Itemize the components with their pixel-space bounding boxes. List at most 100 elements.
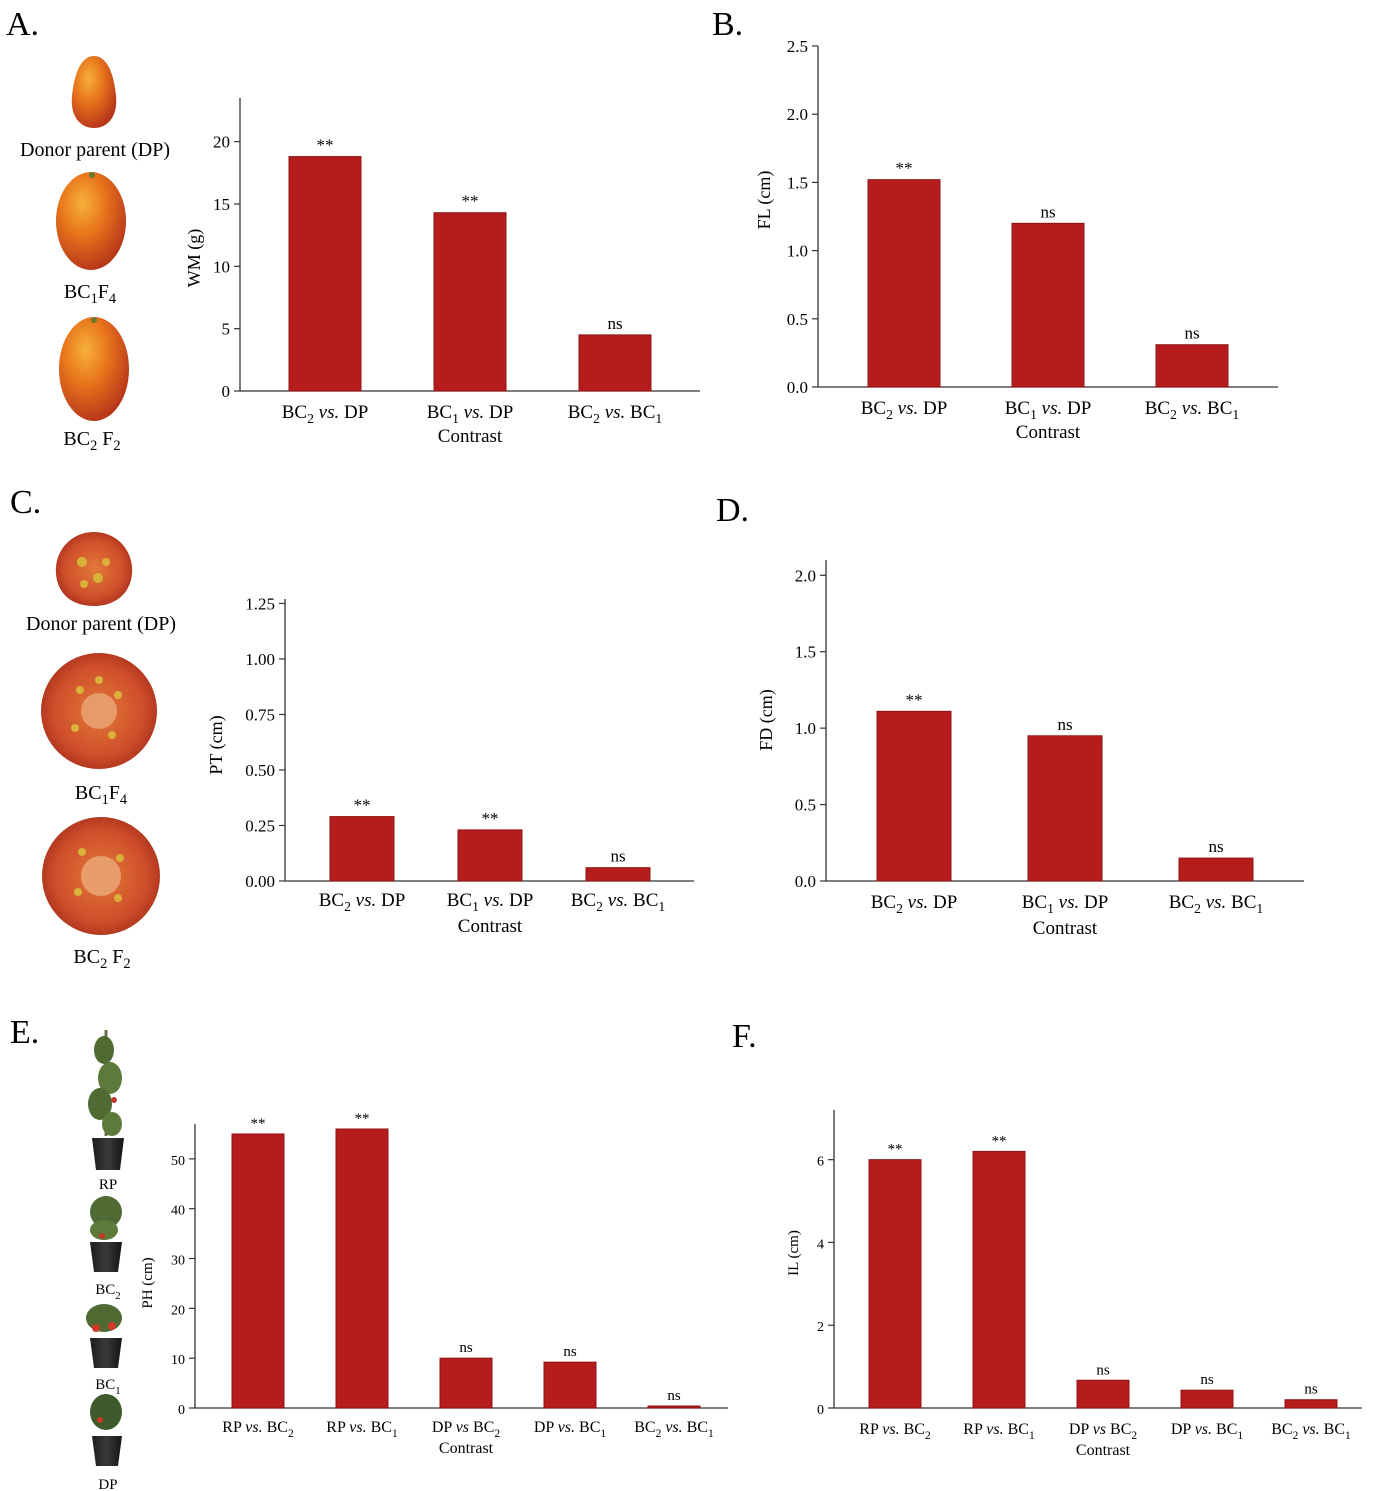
y-tick-label: 15 (213, 195, 230, 214)
bar (1155, 344, 1229, 388)
y-axis-title: WM (g) (184, 229, 205, 287)
y-tick-label: 1.5 (795, 643, 816, 662)
chart-f-il: 0 2 4 6 IL (cm) ** RP vs. BC2 ** RP vs. BC1 ns DP … (786, 1110, 1362, 1459)
y-tick-label: 0.00 (245, 872, 275, 891)
photo-label-a-dp: Donor parent (DP) (20, 139, 170, 161)
panel-label-f: F. (732, 1018, 757, 1055)
significance-label: ** (251, 1116, 266, 1132)
x-axis-title: Contrast (458, 916, 523, 937)
y-tick-label: 30 (171, 1254, 185, 1269)
panel-label-e: E. (10, 1014, 39, 1051)
significance-label: ns (607, 314, 622, 333)
x-tick-label: BC2 vs. DP (871, 892, 958, 916)
y-tick-label: 1.25 (245, 594, 275, 613)
plant-photo-rp (88, 1030, 124, 1170)
bar (647, 1405, 701, 1409)
x-tick-label: RP vs. BC2 (222, 1419, 294, 1440)
bar (972, 1150, 1026, 1409)
y-tick-label: 5 (222, 320, 231, 339)
photo-label-e-dp: DP (98, 1477, 117, 1491)
significance-label: ns (1208, 837, 1223, 856)
y-tick-label: 0.50 (245, 761, 275, 780)
fruit-photo-bc1f4 (56, 172, 126, 270)
significance-label: ns (1040, 202, 1055, 221)
bar (439, 1357, 493, 1409)
significance-label: ns (610, 847, 625, 866)
significance-label: ns (1200, 1372, 1214, 1388)
photo-label-e-bc1: BC1 (95, 1377, 120, 1397)
significance-label: ns (667, 1388, 681, 1404)
chart-e-ph: 0 10 20 30 40 50 PH (cm) ** RP vs. BC2 ** RP vs. B… (140, 1111, 728, 1457)
photo-label-a-bc1f4: BC1F4 (64, 281, 116, 307)
significance-label: ns (459, 1340, 473, 1356)
bar (433, 212, 507, 392)
bar (288, 156, 362, 392)
bar (543, 1361, 597, 1409)
panel-label-b: B. (712, 6, 743, 43)
x-tick-label: BC1 vs. DP (427, 402, 514, 426)
bar (1027, 735, 1103, 882)
y-tick-label: 50 (171, 1154, 185, 1169)
photo-label-c-bc2f2: BC2 F2 (73, 946, 130, 972)
bar (867, 179, 941, 388)
x-tick-label: BC2 vs. BC1 (634, 1419, 714, 1440)
chart-d-fd: 0.0 0.5 1.0 1.5 2.0 FD (cm) ** BC2 vs. DP ns BC1 … (756, 560, 1304, 939)
bar (231, 1133, 285, 1409)
y-tick-label: 0 (222, 382, 231, 401)
y-tick-label: 10 (171, 1353, 185, 1368)
y-axis-title: FL (cm) (754, 171, 775, 230)
y-tick-label: 40 (171, 1204, 185, 1219)
y-tick-label: 0.75 (245, 705, 275, 724)
y-tick-label: 10 (213, 257, 230, 276)
y-tick-label: 2.0 (795, 566, 816, 585)
significance-label: ** (354, 796, 371, 815)
significance-label: ** (992, 1133, 1007, 1149)
y-tick-label: 1.5 (787, 173, 808, 192)
y-tick-label: 1.00 (245, 650, 275, 669)
x-tick-label: RP vs. BC2 (859, 1421, 931, 1442)
bar (876, 710, 952, 882)
y-tick-label: 1.0 (787, 242, 808, 261)
y-tick-label: 1.0 (795, 719, 816, 738)
x-tick-label: BC2 vs. DP (861, 398, 948, 422)
x-tick-label: BC1 vs. DP (1022, 892, 1109, 916)
photo-label-c-dp: Donor parent (DP) (26, 613, 176, 635)
bar (868, 1159, 922, 1409)
x-tick-label: BC2 vs. BC1 (1271, 1421, 1351, 1442)
y-tick-label: 0 (817, 1403, 824, 1418)
x-tick-label: DP vs BC2 (1069, 1421, 1138, 1442)
y-tick-label: 0.25 (245, 816, 275, 835)
y-axis-title: PT (cm) (206, 715, 227, 774)
significance-label: ns (563, 1344, 577, 1360)
y-tick-label: 0.5 (795, 796, 816, 815)
fruit-slice-donor-parent (55, 532, 133, 606)
bar (1076, 1379, 1130, 1409)
bar (329, 816, 395, 882)
y-tick-label: 6 (817, 1155, 824, 1170)
y-tick-label: 2 (817, 1320, 824, 1335)
x-axis-title: Contrast (438, 426, 503, 447)
x-axis-title: Contrast (439, 1440, 494, 1457)
chart-a-wm: 0 5 10 15 20 WM (g) ** BC2 vs. DP ** BC1 vs. DP ns… (184, 98, 700, 447)
x-tick-label: DP vs. BC1 (1171, 1421, 1244, 1442)
x-tick-label: BC1 vs. DP (447, 890, 534, 914)
y-axis-title: FD (cm) (756, 689, 777, 751)
bar (1178, 857, 1254, 882)
plant-photo-bc1 (86, 1304, 122, 1368)
bar (335, 1128, 389, 1409)
y-tick-label: 4 (817, 1237, 824, 1252)
x-axis-title: Contrast (1016, 422, 1081, 443)
x-tick-label: BC1 vs. DP (1005, 398, 1092, 422)
x-tick-label: BC2 vs. BC1 (1145, 398, 1240, 422)
y-tick-label: 20 (171, 1303, 185, 1318)
panel-label-c: C. (10, 484, 41, 521)
chart-c-pt: 0.00 0.25 0.50 0.75 1.00 1.25 PT (cm) ** BC2 vs.… (206, 594, 694, 937)
plant-photo-dp (90, 1394, 122, 1466)
photo-label-c-bc1f4: BC1F4 (75, 782, 127, 808)
significance-label: ns (1184, 324, 1199, 343)
y-axis-title: PH (cm) (140, 1257, 156, 1308)
chart-b-fl: 0.0 0.5 1.0 1.5 2.0 2.5 FL (cm) ** BC2 vs. DP ns B… (754, 37, 1278, 443)
x-axis-title: Contrast (1033, 918, 1098, 939)
x-tick-label: BC2 vs. BC1 (571, 890, 666, 914)
significance-label: ns (1304, 1382, 1318, 1398)
